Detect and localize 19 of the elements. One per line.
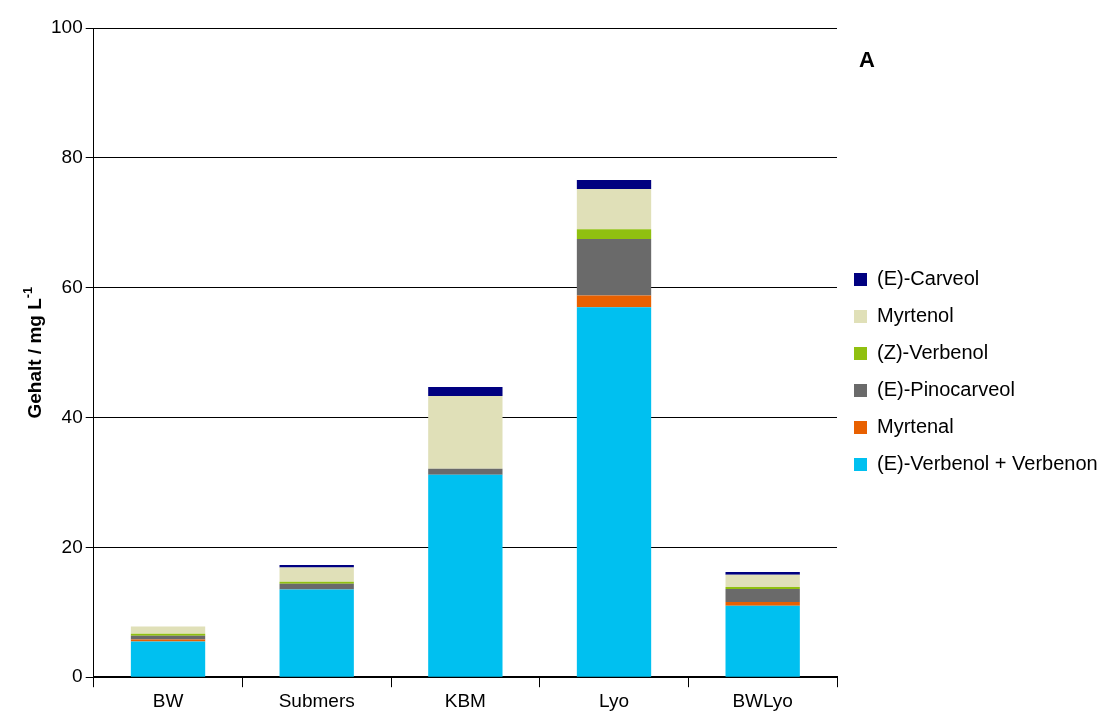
legend-label: Myrtenal (877, 415, 954, 438)
y-tick-label: 40 (61, 405, 83, 427)
legend-label: (E)-Pinocarveol (877, 378, 1015, 401)
text: A (859, 47, 875, 73)
legend-label: (E)-Verbenol + Verbenon (877, 452, 1098, 475)
y-tick-label: 100 (51, 16, 83, 38)
y-tick-label: 20 (61, 535, 83, 557)
x-tick-label: Lyo (599, 689, 629, 711)
legend-label: (Z)-Verbenol (877, 341, 989, 364)
x-tick-label: BW (152, 689, 184, 711)
x-tick-label: Submers (278, 689, 355, 711)
y-tick-label: 80 (61, 146, 83, 168)
legend-label: Myrtenol (877, 304, 954, 327)
x-tick-label: KBM (444, 689, 486, 711)
y-tick-label: 60 (61, 275, 83, 297)
legend-label: (E)-Carveol (877, 267, 980, 290)
y-tick-label: 0 (72, 665, 83, 687)
y-axis-title: Gehalt / mg L-1 (19, 286, 46, 419)
x-tick-label: BWLyo (732, 689, 793, 711)
